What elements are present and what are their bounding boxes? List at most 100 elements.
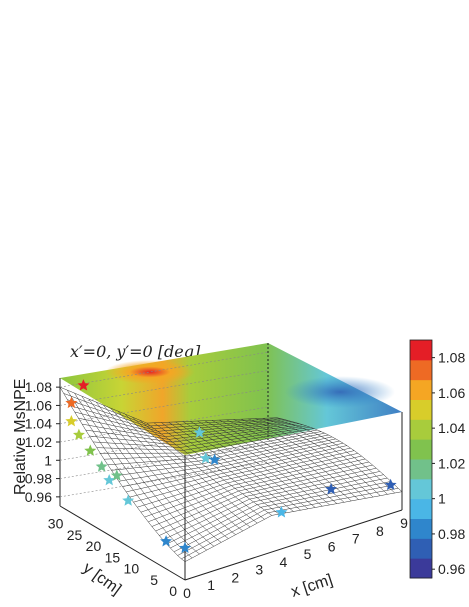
- colorbar-segment: [410, 478, 432, 500]
- grid-line: [59, 388, 269, 425]
- mesh-line: [81, 395, 207, 551]
- colorbar-tick-label: 1.02: [438, 455, 465, 471]
- y-tick-label: 20: [86, 538, 102, 554]
- data-marker: [160, 535, 173, 547]
- mesh-line: [144, 455, 362, 518]
- mesh-line: [262, 418, 388, 495]
- x-tick-label: 8: [376, 523, 384, 539]
- mesh-line: [103, 404, 229, 539]
- chart-title-group: x′=0, y′=0 [deg]: [70, 342, 201, 361]
- colorbar-segment: [410, 538, 432, 559]
- data-marker: [384, 478, 397, 491]
- surface-mesh: [59, 386, 403, 562]
- x-tick-label: 1: [207, 577, 215, 593]
- colorbar-tick-label: 0.98: [438, 526, 465, 542]
- y-tick-label: 25: [67, 527, 83, 543]
- colorbar-segment: [410, 558, 432, 579]
- mesh-line: [182, 421, 309, 509]
- colorbar-segment: [410, 399, 432, 420]
- mesh-line: [96, 401, 222, 543]
- mesh-line: [110, 407, 236, 535]
- mesh-line: [276, 417, 403, 492]
- data-marker: [65, 396, 78, 409]
- mesh-line: [269, 417, 395, 494]
- grid-line: [59, 424, 269, 461]
- x-tick-label: 0: [183, 585, 191, 601]
- colorbar-segment: [410, 498, 432, 519]
- mesh-line: [240, 418, 366, 499]
- data-marker: [95, 460, 108, 472]
- colorbar: 0.96 0.98 1 1.02 1.04 1.06 1.08: [409, 339, 465, 579]
- mesh-line: [74, 392, 200, 555]
- z-tick-label: 1.02: [25, 434, 52, 450]
- colorbar-tick-label: 1.04: [438, 420, 465, 436]
- y-tick-label: 5: [150, 572, 158, 588]
- data-marker: [65, 415, 78, 427]
- box-edge: [59, 505, 186, 581]
- data-marker: [325, 482, 338, 495]
- mesh-line: [248, 418, 374, 498]
- mesh-line: [255, 418, 381, 496]
- data-marker: [84, 444, 97, 456]
- x-tick-label: 5: [304, 546, 312, 562]
- colorbar-segment: [410, 340, 432, 361]
- colorbar-segment: [410, 379, 432, 400]
- data-marker: [122, 494, 135, 506]
- data-marker: [72, 428, 85, 441]
- mesh-line: [181, 488, 399, 560]
- colorbar-segment: [410, 419, 432, 440]
- data-marker: [193, 426, 206, 438]
- mesh-line: [117, 410, 244, 532]
- colorbar-frame: [409, 339, 433, 579]
- data-marker: [208, 453, 221, 465]
- colorbar-tick-label: 1.08: [438, 350, 465, 366]
- data-marker: [178, 541, 192, 554]
- mesh-line: [184, 491, 403, 562]
- x-tick-label: 6: [328, 538, 336, 554]
- x-tick-label: 7: [352, 531, 360, 547]
- data-marker: [77, 379, 90, 391]
- colorbar-tick-label: 1.06: [438, 385, 465, 401]
- data-marker: [199, 451, 212, 464]
- z-tick-label: 1: [44, 452, 52, 468]
- y-tick-label: 10: [124, 561, 140, 577]
- colorbar-tick-label: 0.96: [438, 561, 465, 577]
- data-marker: [103, 474, 116, 486]
- grid-line: [59, 443, 269, 479]
- mesh-line: [146, 422, 272, 516]
- mesh-line: [177, 484, 395, 556]
- y-tick-label: 0: [169, 583, 177, 599]
- grid-line: [59, 370, 269, 406]
- grid-line: [59, 351, 269, 388]
- z-tick-label: 1.04: [25, 416, 52, 432]
- z-tick-label: 1.08: [25, 379, 52, 395]
- x-tick-label: 2: [231, 569, 239, 585]
- z-axis-ticks: 0.96 0.98 1 1.02 1.04 1.06 1.08: [25, 379, 60, 505]
- y-tick-label: 15: [105, 549, 121, 565]
- z-tick-label: 0.98: [25, 471, 52, 487]
- z-tick-label: 0.96: [25, 489, 52, 505]
- mesh-line: [204, 420, 330, 506]
- mesh-line: [233, 419, 359, 500]
- box-edge: [184, 509, 403, 581]
- colorbar-segment: [410, 459, 432, 480]
- data-marker: [275, 506, 288, 518]
- mesh-line: [153, 422, 280, 515]
- colorbar-tick-label: 1: [438, 491, 446, 507]
- colorbar-segment: [410, 439, 432, 460]
- colorbar-segment: [410, 359, 432, 381]
- mesh-line: [140, 453, 358, 513]
- colorbar-segment: [410, 518, 432, 539]
- mesh-line: [168, 421, 294, 512]
- x-tick-label: 4: [280, 554, 288, 570]
- color-map-coldspot: [285, 376, 395, 408]
- mesh-line: [161, 422, 287, 513]
- data-markers: [65, 379, 397, 554]
- x-tick-label: 9: [400, 515, 408, 531]
- x-axis-title: x [cm]: [289, 571, 335, 600]
- mesh-line: [190, 421, 316, 508]
- projected-color-map: [60, 343, 402, 455]
- z-axis-title: Relative MsNPE: [12, 379, 29, 495]
